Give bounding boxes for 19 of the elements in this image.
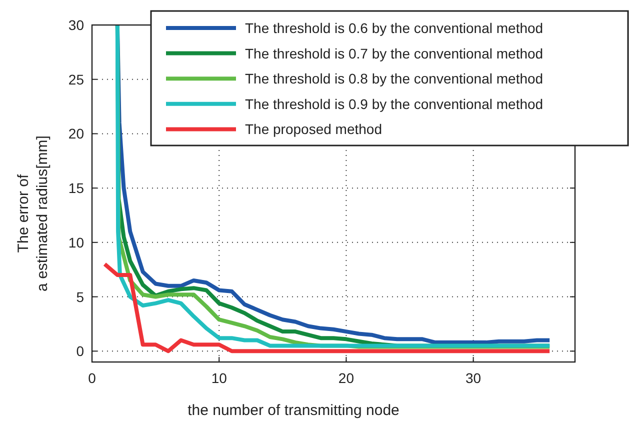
line-series (102, 262, 552, 354)
legend-label: The threshold is 0.7 by the conventional method (245, 45, 544, 62)
legend-label: The threshold is 0.9 by the conventional method (245, 96, 544, 112)
x-tick-label: 20 (338, 370, 354, 386)
y-axis-title: The error of a estimated radius[mm] (15, 136, 51, 292)
x-tick-label: 30 (466, 370, 482, 386)
legend-label: The proposed method (245, 121, 382, 138)
y-tick-label: 0 (76, 343, 84, 360)
y-tick-label: 5 (76, 288, 84, 305)
x-tick-label: 0 (88, 370, 96, 386)
legend-label: The threshold is 0.6 by the conventional method (245, 20, 544, 36)
y-tick-label: 15 (68, 180, 84, 196)
x-axis-title: the number of transmitting node (188, 402, 400, 419)
y-tick-label: 25 (68, 71, 84, 88)
x-tick-label: 10 (211, 370, 228, 386)
y-tick-label: 20 (68, 126, 84, 142)
y-tick-label: 30 (68, 17, 84, 33)
legend-label: The threshold is 0.8 by the conventional method (245, 70, 544, 87)
y-tick-label: 10 (68, 234, 84, 250)
